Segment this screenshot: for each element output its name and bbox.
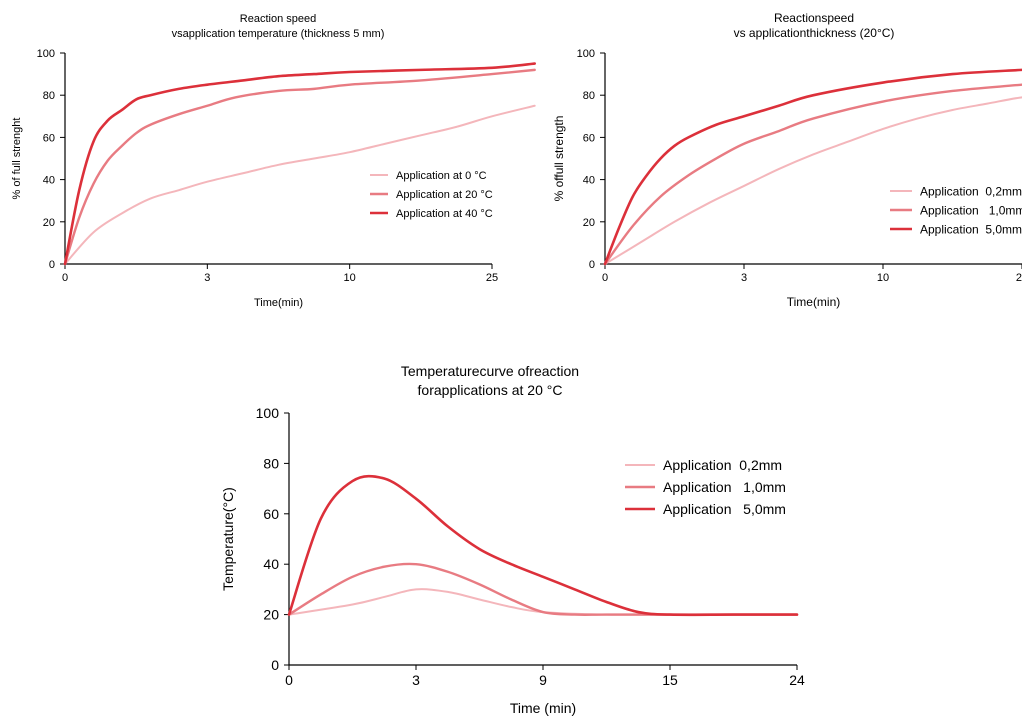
- x-tick-label: 25: [486, 272, 498, 284]
- y-tick-label: 100: [256, 405, 280, 421]
- legend: Application 0,2mm Application 1,0mm Applic…: [625, 457, 786, 517]
- x-tick-label: 3: [741, 272, 747, 284]
- series-line-3: [603, 68, 1022, 266]
- series-line-3: [287, 474, 799, 617]
- axes: [288, 413, 797, 666]
- y-axis-label: % of full strenght: [11, 118, 23, 200]
- x-tick-label: 0: [62, 272, 68, 284]
- chart-3: Temperaturecurve ofreaction forapplicatio…: [220, 363, 805, 716]
- y-tick-label: 100: [37, 48, 55, 60]
- legend: Application at 0 °C Application at 20 °C A…: [370, 170, 493, 220]
- y-tick-label: 0: [589, 259, 595, 271]
- x-tick-label: 0: [285, 672, 293, 688]
- legend-label: Application at 20 °C: [396, 189, 493, 201]
- y-tick-label: 0: [271, 657, 279, 673]
- chart-subtitle: vs applicationthickness (20°C): [734, 26, 895, 40]
- x-tick-label: 0: [602, 272, 608, 284]
- x-axis-label: Time(min): [787, 295, 841, 309]
- legend-label: Application 0,2mm: [920, 184, 1022, 198]
- y-tick-label: 60: [263, 506, 279, 522]
- y-tick-label: 40: [263, 556, 279, 572]
- series-line-2: [603, 83, 1022, 266]
- series-line-1: [604, 96, 1022, 265]
- chart-1: Reaction speed vsapplication temperature …: [11, 13, 536, 309]
- y-tick-label: 60: [43, 132, 55, 144]
- chart-title: Reactionspeed: [774, 11, 854, 25]
- y-axis-label: Temperature(°C): [220, 487, 236, 591]
- y-tick-label: 80: [43, 90, 55, 102]
- x-tick-label: 15: [662, 672, 678, 688]
- legend-label: Application 1,0mm: [663, 479, 786, 495]
- legend-label: Application 5,0mm: [920, 222, 1022, 236]
- chart-title: Reaction speed: [240, 13, 316, 25]
- legend-label: Application 1,0mm: [920, 203, 1022, 217]
- series-line-1: [64, 104, 536, 265]
- legend-label: Application 5,0mm: [663, 501, 786, 517]
- x-tick-label: 25: [1016, 272, 1022, 284]
- x-tick-label: 3: [412, 672, 420, 688]
- chart-subtitle: vsapplication temperature (thickness 5 m…: [172, 28, 385, 40]
- series-line-2: [63, 68, 536, 266]
- axes: [64, 53, 492, 265]
- legend-label: Application 0,2mm: [663, 457, 782, 473]
- y-tick-label: 40: [583, 175, 595, 187]
- x-axis-label: Time (min): [510, 700, 576, 716]
- chart-subtitle: forapplications at 20 °C: [418, 382, 563, 398]
- legend-label: Application at 0 °C: [396, 170, 487, 182]
- legend: Application 0,2mm Application 1,0mm Applic…: [890, 184, 1022, 236]
- x-tick-label: 24: [789, 672, 805, 688]
- y-tick-label: 40: [43, 175, 55, 187]
- y-tick-label: 20: [263, 607, 279, 623]
- x-tick-label: 10: [877, 272, 889, 284]
- y-tick-label: 100: [577, 48, 595, 60]
- y-tick-label: 20: [43, 217, 55, 229]
- y-axis-label: % offull strength: [552, 116, 566, 202]
- y-tick-label: 60: [583, 132, 595, 144]
- x-tick-label: 10: [344, 272, 356, 284]
- y-tick-label: 80: [263, 455, 279, 471]
- series-line-3: [63, 62, 536, 266]
- x-axis-label: Time(min): [254, 297, 303, 309]
- y-tick-label: 20: [583, 217, 595, 229]
- y-tick-label: 0: [49, 259, 55, 271]
- x-tick-label: 9: [539, 672, 547, 688]
- legend-label: Application at 40 °C: [396, 208, 493, 220]
- x-tick-label: 3: [204, 272, 210, 284]
- chart-title: Temperaturecurve ofreaction: [401, 363, 579, 379]
- y-tick-label: 80: [583, 90, 595, 102]
- series-line-2: [287, 562, 799, 616]
